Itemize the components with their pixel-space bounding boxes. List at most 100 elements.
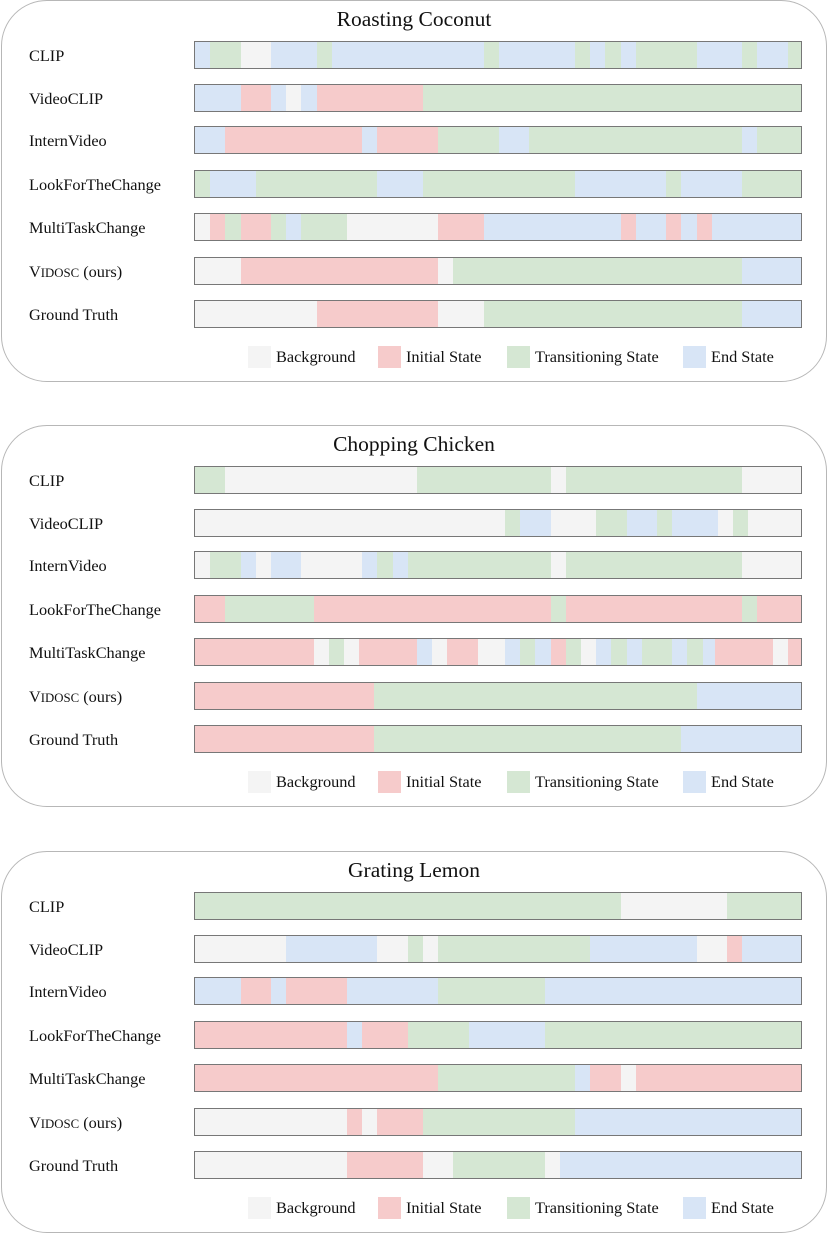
- segment-transition: [225, 214, 242, 240]
- segment-transition: [453, 1152, 546, 1178]
- segment-transition: [255, 171, 378, 197]
- segment-initial: [727, 936, 743, 962]
- segment-end: [362, 127, 378, 153]
- segment-initial: [240, 258, 439, 284]
- row-label: InternVideo: [29, 982, 107, 1001]
- segment-background: [423, 1152, 454, 1178]
- segment-end: [271, 42, 318, 68]
- segment-transition: [374, 726, 682, 752]
- timeline-track: [194, 41, 802, 69]
- timeline-track: [194, 257, 802, 285]
- segment-background: [195, 1152, 348, 1178]
- segment-initial: [195, 1065, 439, 1091]
- legend-swatch: [248, 1197, 271, 1219]
- timeline-track: [194, 595, 802, 623]
- segment-background: [477, 639, 506, 665]
- segment-transition: [407, 1022, 470, 1048]
- segment-end: [672, 639, 688, 665]
- segment-background: [195, 214, 211, 240]
- segment-background: [432, 639, 448, 665]
- segment-end: [596, 639, 612, 665]
- segment-initial: [359, 639, 418, 665]
- segment-end: [626, 510, 658, 536]
- segment-background: [550, 510, 597, 536]
- segment-end: [347, 978, 439, 1004]
- segment-end: [195, 127, 226, 153]
- segment-end: [681, 726, 801, 752]
- chart-title: Grating Lemon: [348, 858, 480, 882]
- segment-end: [742, 127, 758, 153]
- legend-label: Transitioning State: [535, 1198, 659, 1217]
- segment-transition: [565, 639, 582, 665]
- segment-background: [742, 552, 801, 578]
- segment-background: [772, 639, 789, 665]
- segment-end: [210, 171, 257, 197]
- segment-end: [575, 1065, 591, 1091]
- row-label: VideoCLIP: [29, 514, 104, 533]
- segment-transition: [374, 683, 698, 709]
- row-label: MultiTaskChange: [29, 1069, 146, 1088]
- segment-end: [544, 978, 801, 1004]
- segment-end: [331, 42, 485, 68]
- legend-swatch: [378, 346, 401, 368]
- segment-transition: [271, 214, 287, 240]
- segment-background: [195, 1109, 348, 1135]
- legend-label: End State: [711, 1198, 774, 1217]
- segment-initial: [210, 214, 226, 240]
- timeline-track: [194, 551, 802, 579]
- segment-transition: [483, 42, 500, 68]
- timeline-track: [194, 1064, 802, 1092]
- segment-initial: [240, 978, 272, 1004]
- segment-background: [240, 42, 272, 68]
- segment-initial: [195, 596, 226, 622]
- legend-label: Initial State: [406, 772, 482, 791]
- segment-end: [468, 1022, 546, 1048]
- segment-initial: [447, 639, 479, 665]
- timeline-track: [194, 1021, 802, 1049]
- segment-end: [240, 552, 257, 578]
- segment-initial: [620, 214, 637, 240]
- segment-transition: [195, 467, 226, 493]
- chart-panel: Roasting Coconut CLIP VideoCLIP InternVideo…: [1, 0, 827, 382]
- segment-transition: [210, 42, 242, 68]
- legend-label: End State: [711, 772, 774, 791]
- timeline-track: [194, 466, 802, 494]
- segment-background: [581, 639, 597, 665]
- segment-transition: [483, 301, 743, 327]
- segment-transition: [407, 552, 552, 578]
- segment-background: [286, 85, 302, 111]
- segment-end: [696, 42, 743, 68]
- segment-transition: [550, 596, 567, 622]
- segment-background: [742, 467, 801, 493]
- segment-background: [195, 258, 242, 284]
- row-label: InternVideo: [29, 556, 107, 575]
- segment-end: [505, 639, 521, 665]
- legend-label: Transitioning State: [535, 347, 659, 366]
- row-label: VideoCLIP: [29, 89, 104, 108]
- segment-background: [550, 552, 567, 578]
- segment-end: [742, 936, 801, 962]
- segment-transition: [757, 127, 801, 153]
- legend-label: Background: [276, 347, 356, 366]
- segment-end: [575, 171, 667, 197]
- timeline-track: [194, 213, 802, 241]
- legend-swatch: [683, 771, 706, 793]
- legend-label: Background: [276, 1198, 356, 1217]
- segment-initial: [377, 127, 439, 153]
- segment-end: [286, 214, 302, 240]
- segment-end: [195, 85, 242, 111]
- chart-title: Roasting Coconut: [336, 7, 492, 31]
- segment-initial: [347, 1152, 424, 1178]
- segment-initial: [438, 214, 485, 240]
- timeline-track: [194, 725, 802, 753]
- segment-initial: [286, 978, 348, 1004]
- segment-initial: [362, 1022, 409, 1048]
- legend-label: Initial State: [406, 347, 482, 366]
- segment-end: [286, 936, 378, 962]
- segment-background: [343, 639, 360, 665]
- segment-background: [347, 214, 439, 240]
- segment-transition: [611, 639, 628, 665]
- row-label: Ground Truth: [29, 305, 119, 324]
- segment-background: [696, 936, 728, 962]
